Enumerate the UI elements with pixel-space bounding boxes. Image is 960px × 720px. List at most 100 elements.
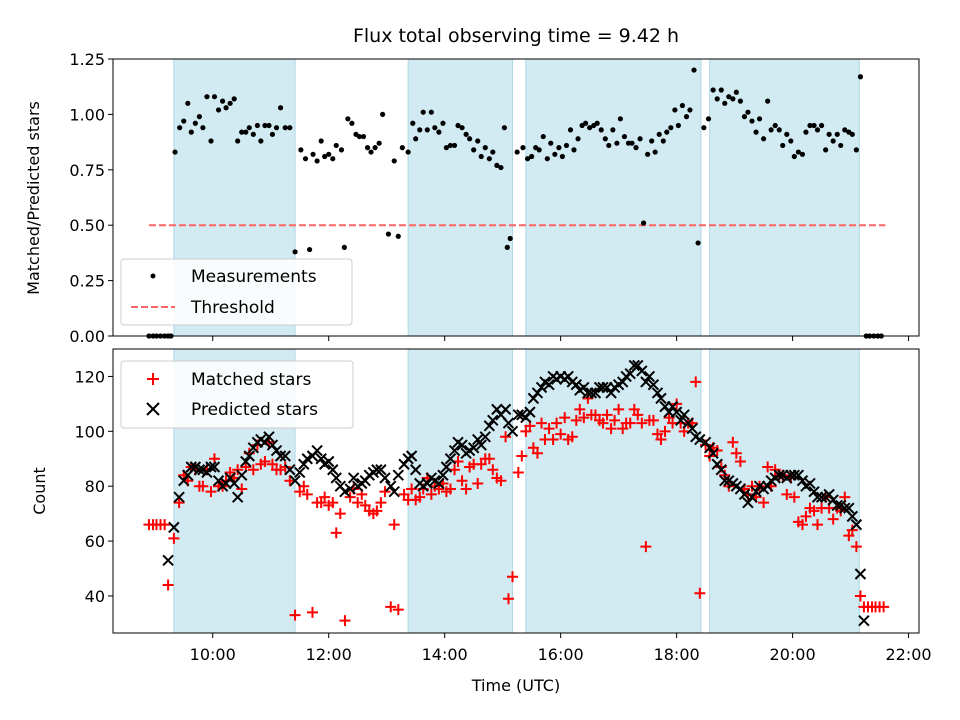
- predicted-star-point: [294, 466, 306, 479]
- shaded-region: [709, 58, 860, 337]
- predicted-star-point: [543, 378, 555, 391]
- predicted-star-point: [472, 433, 484, 446]
- measurement-point: [610, 127, 616, 133]
- measurement-point: [842, 127, 848, 133]
- predicted-star-point: [792, 469, 805, 481]
- predicted-star-point: [854, 568, 867, 580]
- predicted-star-point: [788, 469, 801, 481]
- matched-star-point: [719, 469, 731, 481]
- predicted-star-point: [440, 461, 453, 473]
- predicted-star-point: [746, 491, 758, 503]
- measurement-point: [853, 147, 859, 153]
- measurement-point: [410, 120, 416, 126]
- matched-star-point: [162, 579, 174, 591]
- predicted-star-point: [379, 472, 391, 484]
- matched-star-point: [352, 497, 364, 509]
- measurement-point: [749, 118, 755, 124]
- measurement-point: [683, 114, 690, 120]
- matched-star-point: [279, 461, 291, 473]
- top-plot-frame: [112, 58, 920, 337]
- matched-star-point: [531, 447, 543, 459]
- matched-star-point: [425, 488, 437, 500]
- matched-star-point: [168, 532, 180, 544]
- measurement-point: [621, 133, 628, 140]
- predicted-star-point: [444, 453, 457, 465]
- matched-star-point: [543, 423, 555, 435]
- predicted-star-point: [719, 475, 731, 487]
- x-tick-label: 12:00: [306, 645, 352, 664]
- matched-star-point: [582, 392, 594, 404]
- matched-star-point: [516, 450, 528, 462]
- measurement-point: [364, 145, 371, 151]
- predicted-star-point: [263, 431, 275, 443]
- measurement-point: [687, 107, 693, 113]
- matched-star-point: [597, 417, 609, 429]
- measurement-point: [372, 145, 378, 151]
- measurement-point: [652, 149, 658, 155]
- matched-star-point: [449, 464, 461, 476]
- x-tick-label: 10:00: [190, 645, 236, 664]
- predicted-star-point: [535, 381, 548, 394]
- measurement-point: [413, 136, 419, 142]
- x-tick-label: 22:00: [886, 645, 932, 664]
- measurement-point: [795, 149, 801, 155]
- measurement-point: [471, 147, 477, 153]
- measurement-point: [302, 156, 309, 162]
- measurement-point: [463, 131, 469, 137]
- matched-star-point: [392, 604, 404, 616]
- measurement-point: [649, 138, 655, 144]
- top-y-tick-label: 0.50: [69, 216, 105, 235]
- matched-star-point: [301, 488, 313, 500]
- measurement-point: [467, 136, 473, 142]
- predicted-star-point: [846, 510, 859, 523]
- matched-star-point: [551, 417, 563, 429]
- measurement-points: [146, 67, 884, 339]
- matched-star-point: [762, 461, 774, 473]
- x-tick-label: 14:00: [422, 645, 468, 664]
- measurement-point: [341, 244, 347, 250]
- measurement-point: [298, 147, 304, 153]
- measurement-point: [185, 100, 191, 106]
- top-y-tick-label: 1.00: [69, 105, 105, 124]
- measurement-point: [617, 116, 623, 122]
- bottom-y-ticks: 40 60 80 100 120: [74, 367, 113, 606]
- predicted-star-point: [483, 420, 496, 432]
- measurement-point: [633, 145, 639, 151]
- measurement-point: [504, 244, 510, 250]
- predicted-star-point: [502, 417, 515, 429]
- measurement-point: [211, 94, 218, 100]
- predicted-star-point: [220, 477, 232, 490]
- measurement-point: [544, 156, 550, 162]
- measurement-point: [679, 102, 686, 109]
- measurement-point: [424, 127, 430, 133]
- predicted-star-point: [201, 466, 213, 479]
- bottom-plot-frame: [112, 348, 920, 634]
- matched-star-point: [850, 541, 862, 553]
- matched-star-point: [808, 505, 820, 517]
- matched-star-point: [197, 480, 209, 492]
- measurement-point: [258, 138, 264, 144]
- predicted-star-point: [531, 387, 544, 399]
- measurement-point: [834, 131, 840, 137]
- predicted-star-point: [243, 450, 255, 462]
- matched-star-point: [159, 519, 171, 531]
- measurement-point: [730, 96, 736, 102]
- matched-star-point: [512, 466, 524, 478]
- measurement-point: [668, 125, 674, 131]
- predicted-star-point: [259, 436, 271, 449]
- predicted-star-point: [344, 483, 356, 495]
- measurement-point: [310, 151, 316, 157]
- predicted-star-point: [597, 381, 609, 394]
- matched-star-point: [472, 477, 484, 489]
- measurement-point: [733, 89, 739, 95]
- matched-star-point: [205, 486, 217, 498]
- measurement-point: [741, 114, 748, 120]
- measurement-point: [799, 151, 806, 157]
- predicted-star-point: [506, 425, 519, 438]
- predicted-star-point: [520, 411, 532, 424]
- matched-star-point: [414, 491, 426, 503]
- measurement-point: [637, 136, 643, 142]
- predicted-star-point: [815, 491, 828, 503]
- measurement-point: [722, 100, 728, 106]
- predicted-star-point: [578, 381, 590, 394]
